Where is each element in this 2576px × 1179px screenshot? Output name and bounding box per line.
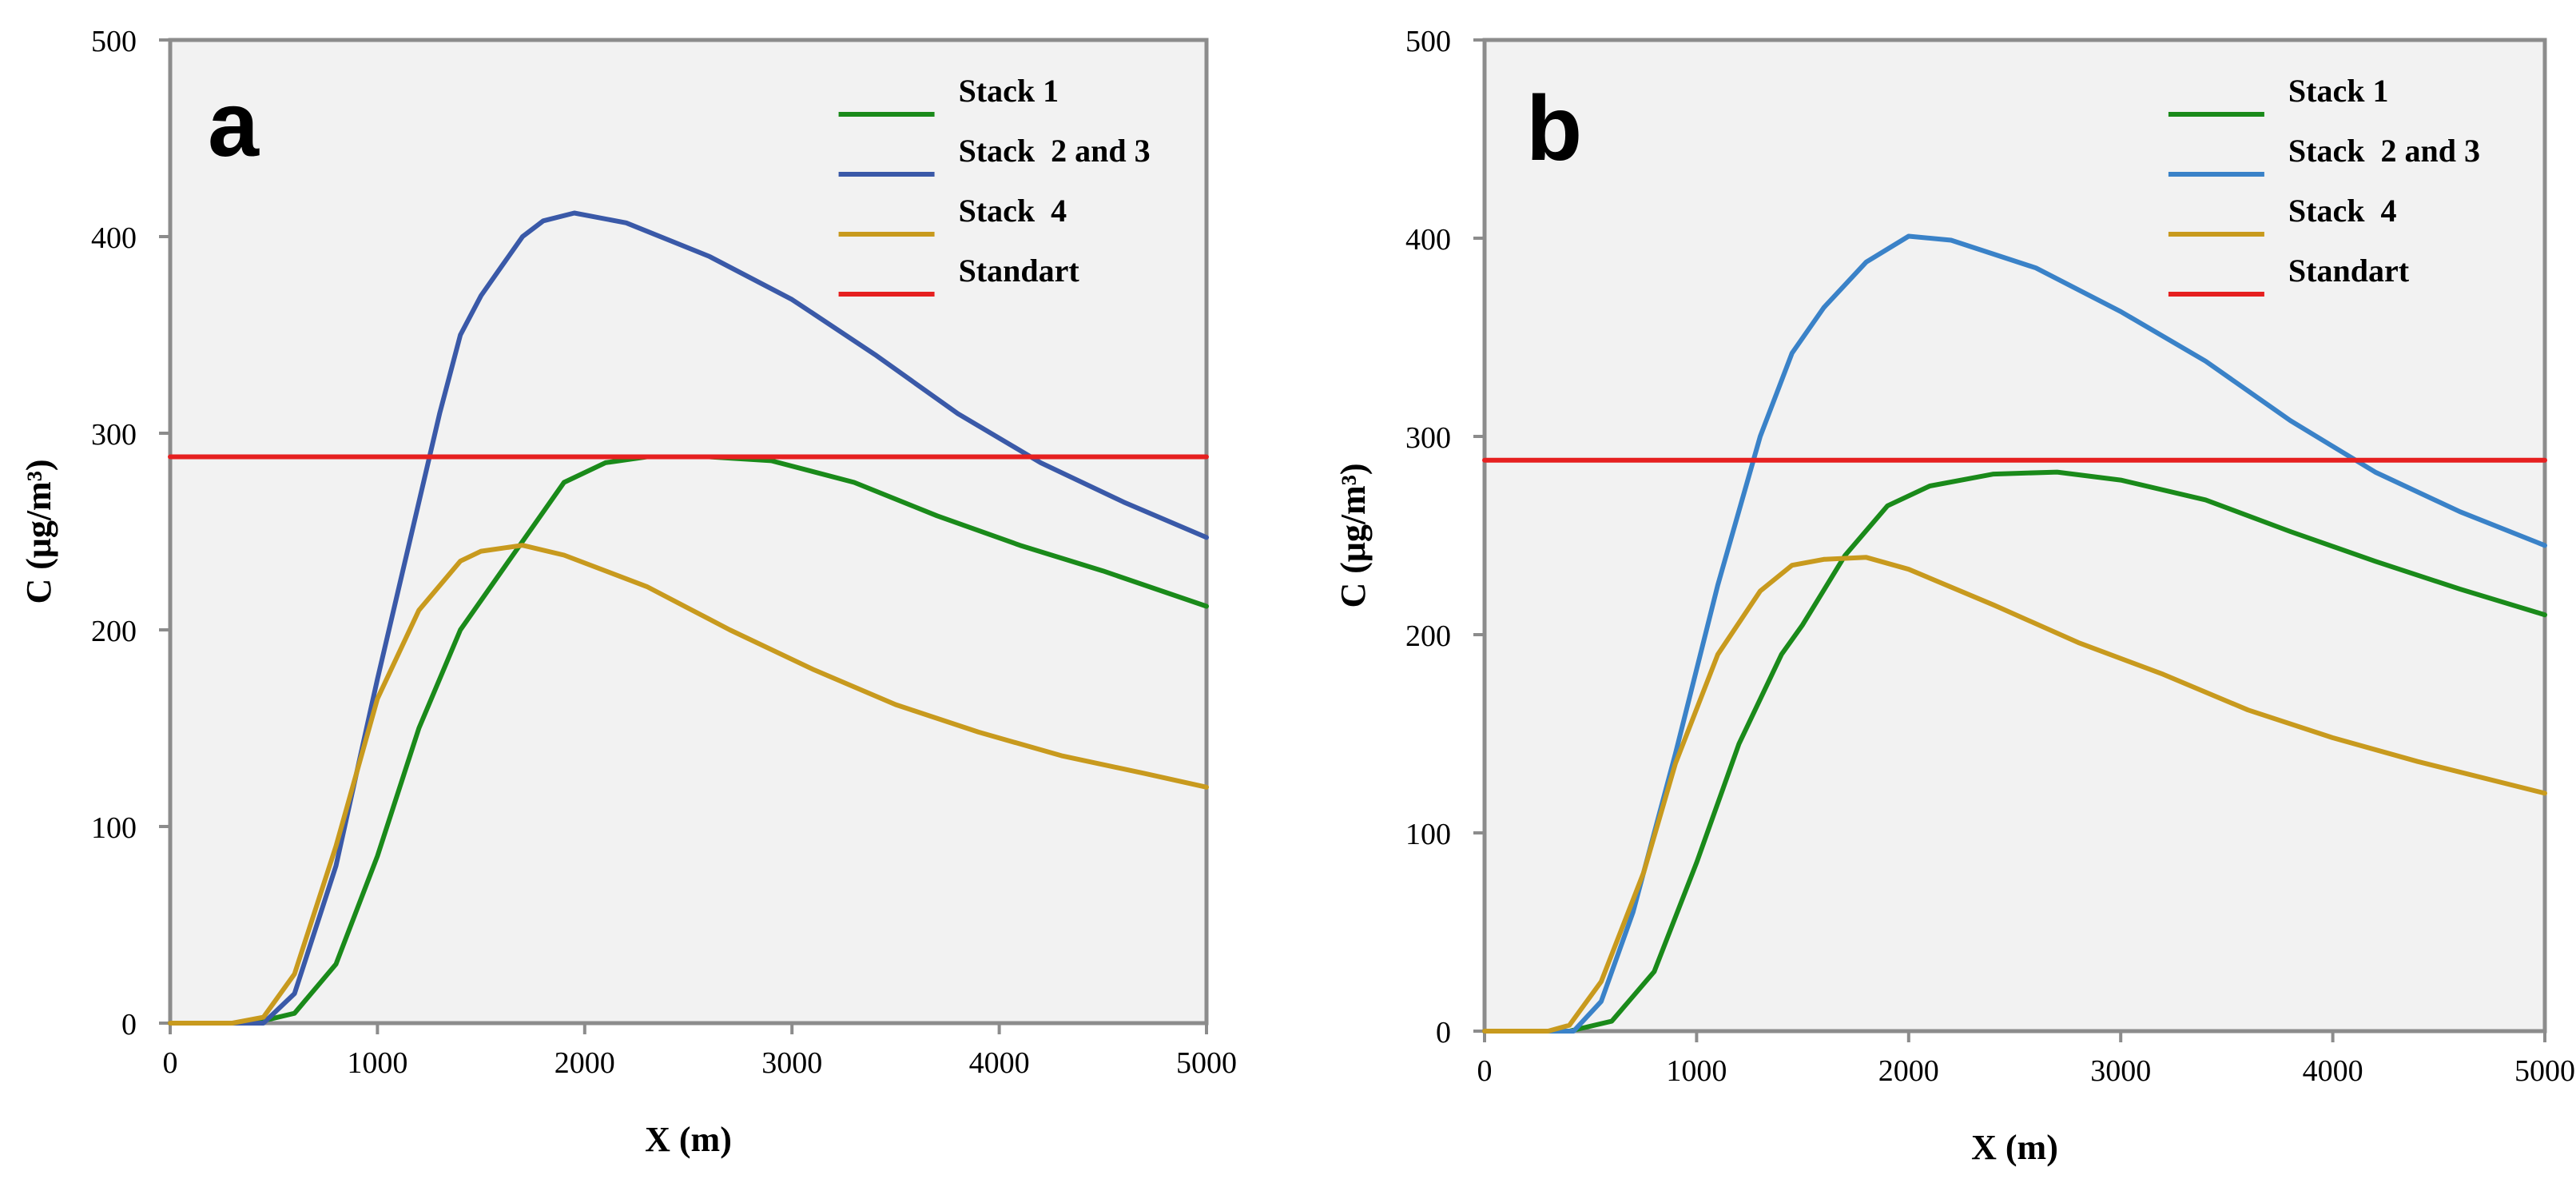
series-line-1 xyxy=(1482,469,2547,1034)
x-axis-label: X (m) xyxy=(1971,1128,2058,1167)
legend-label-2: Stack 2 and 3 xyxy=(959,133,1151,169)
y-tick-label: 500 xyxy=(1405,25,1451,58)
plot-area xyxy=(168,38,1209,1026)
legend-label-4: Standart xyxy=(2288,253,2410,289)
legend-label-1: Stack 1 xyxy=(959,73,1059,109)
y-tick-label: 200 xyxy=(1405,619,1451,653)
x-tick-label: 1000 xyxy=(1666,1054,1727,1088)
x-tick-label: 0 xyxy=(163,1046,178,1080)
y-tick-label: 100 xyxy=(91,811,137,845)
series-line-3 xyxy=(168,543,1209,1026)
x-tick-label: 4000 xyxy=(2303,1054,2363,1088)
legend-label-1: Stack 1 xyxy=(2288,73,2389,109)
legend-label-3: Stack 4 xyxy=(959,193,1067,229)
x-tick-label: 2000 xyxy=(1878,1054,1939,1088)
y-tick-label: 300 xyxy=(1405,421,1451,455)
x-tick-label: 5000 xyxy=(2514,1054,2575,1088)
y-tick-label: 400 xyxy=(1405,223,1451,257)
x-tick-label: 0 xyxy=(1477,1054,1493,1088)
x-tick-label: 1000 xyxy=(347,1046,407,1080)
x-tick-label: 3000 xyxy=(2090,1054,2151,1088)
x-tick-label: 4000 xyxy=(969,1046,1030,1080)
y-tick-label: 400 xyxy=(91,221,137,255)
x-tick-label: 5000 xyxy=(1176,1046,1237,1080)
y-tick-label: 0 xyxy=(121,1008,137,1042)
series-line-1 xyxy=(168,454,1209,1026)
panel-letter: a xyxy=(208,74,260,176)
y-axis-label: C (μg/m³) xyxy=(19,459,58,603)
y-tick-label: 200 xyxy=(91,615,137,648)
series-line-2 xyxy=(1482,233,2547,1034)
legend-label-4: Standart xyxy=(959,253,1080,289)
x-tick-label: 2000 xyxy=(555,1046,615,1080)
x-tick-label: 3000 xyxy=(761,1046,822,1080)
series-line-3 xyxy=(1482,555,2547,1034)
y-tick-label: 500 xyxy=(91,25,137,58)
x-axis-label: X (m) xyxy=(645,1120,732,1159)
y-axis-label: C (μg/m³) xyxy=(1334,463,1373,607)
plot-area xyxy=(1482,38,2547,1034)
legend-label-2: Stack 2 and 3 xyxy=(2288,133,2480,169)
y-tick-label: 300 xyxy=(91,418,137,452)
y-tick-label: 0 xyxy=(1436,1016,1451,1050)
legend-label-3: Stack 4 xyxy=(2288,193,2397,229)
panel-letter: b xyxy=(1526,78,1582,180)
y-tick-label: 100 xyxy=(1405,818,1451,851)
